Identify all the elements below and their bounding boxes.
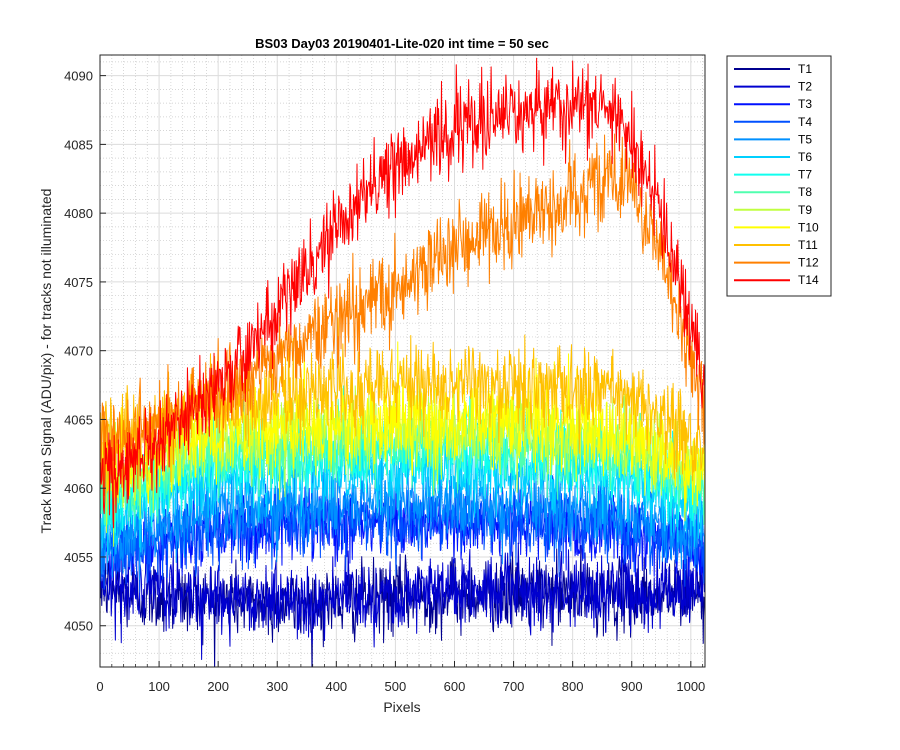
y-tick-label: 4075: [64, 275, 93, 290]
x-tick-label: 0: [96, 679, 103, 694]
y-axis-label: Track Mean Signal (ADU/pix) - for tracks…: [38, 189, 54, 534]
legend-label: T7: [798, 168, 812, 182]
x-tick-label: 600: [444, 679, 466, 694]
y-tick-label: 4085: [64, 137, 93, 152]
legend-box: [726, 55, 832, 297]
series-line-t7: [100, 385, 705, 534]
legend-label: T1: [798, 62, 812, 76]
legend-label: T12: [798, 256, 819, 270]
legend-item-t9: T9: [734, 203, 812, 217]
x-tick-label: 900: [621, 679, 643, 694]
legend-item-t2: T2: [734, 80, 812, 94]
legend-label: T14: [798, 273, 819, 287]
y-tick-label: 4070: [64, 344, 93, 359]
series-line-t10: [100, 341, 705, 522]
legend-label: T3: [798, 97, 812, 111]
y-tick-label: 4050: [64, 619, 93, 634]
legend-label: T2: [798, 80, 812, 94]
legend-label: T10: [798, 220, 819, 234]
series-line-t12: [100, 133, 705, 497]
legend-label: T11: [798, 238, 818, 252]
x-tick-label: 200: [207, 679, 229, 694]
y-axis-tick-labels: 4050 4055 4060 4065 4070 4075 4080 4085 4090: [64, 69, 93, 634]
x-tick-label: 700: [503, 679, 525, 694]
chart-title: BS03 Day03 20190401-Lite-020 int time = …: [255, 36, 549, 51]
legend-item-t7: T7: [734, 168, 812, 182]
x-tick-label: 100: [148, 679, 170, 694]
axis-ticks: [99, 75, 704, 667]
legend-item-t10: T10: [734, 220, 819, 234]
legend-label: T6: [798, 150, 812, 164]
legend-item-t11: T11: [734, 238, 818, 252]
legend-items: T1 T2 T3 T4 T5 T6 T7 T8 T9 T10 T11 T12 T14: [734, 62, 819, 287]
plot-area: [99, 54, 706, 668]
x-tick-label: 800: [562, 679, 584, 694]
legend-label: T8: [798, 185, 812, 199]
legend-label: T9: [798, 203, 812, 217]
plot-frame: [99, 54, 706, 668]
legend-label: T4: [798, 115, 812, 129]
y-tick-label: 4055: [64, 550, 93, 565]
y-tick-label: 4060: [64, 481, 93, 496]
series-line-t2: [100, 528, 705, 661]
legend-label: T5: [798, 132, 812, 146]
legend-item-t3: T3: [734, 97, 812, 111]
legend-item-t14: T14: [734, 273, 819, 287]
x-axis-tick-labels: 0 100 200 300 400 500 600 700 800 900 1000: [96, 679, 705, 694]
y-tick-label: 4080: [64, 206, 93, 221]
legend-item-t1: T1: [734, 62, 812, 76]
legend-item-t6: T6: [734, 150, 812, 164]
y-tick-label: 4090: [64, 69, 93, 84]
x-tick-label: 400: [325, 679, 347, 694]
x-axis-label: Pixels: [383, 699, 420, 715]
x-tick-label: 300: [266, 679, 288, 694]
legend-item-t5: T5: [734, 132, 812, 146]
legend-item-t12: T12: [734, 256, 819, 270]
series-line-t14: [100, 57, 705, 529]
legend: T1 T2 T3 T4 T5 T6 T7 T8 T9 T10 T11 T12 T14: [726, 55, 832, 297]
legend-item-t8: T8: [734, 185, 812, 199]
x-tick-label: 500: [385, 679, 407, 694]
x-tick-label: 1000: [676, 679, 705, 694]
series-layer: [100, 57, 705, 667]
y-tick-label: 4065: [64, 412, 93, 427]
legend-item-t4: T4: [734, 115, 812, 129]
